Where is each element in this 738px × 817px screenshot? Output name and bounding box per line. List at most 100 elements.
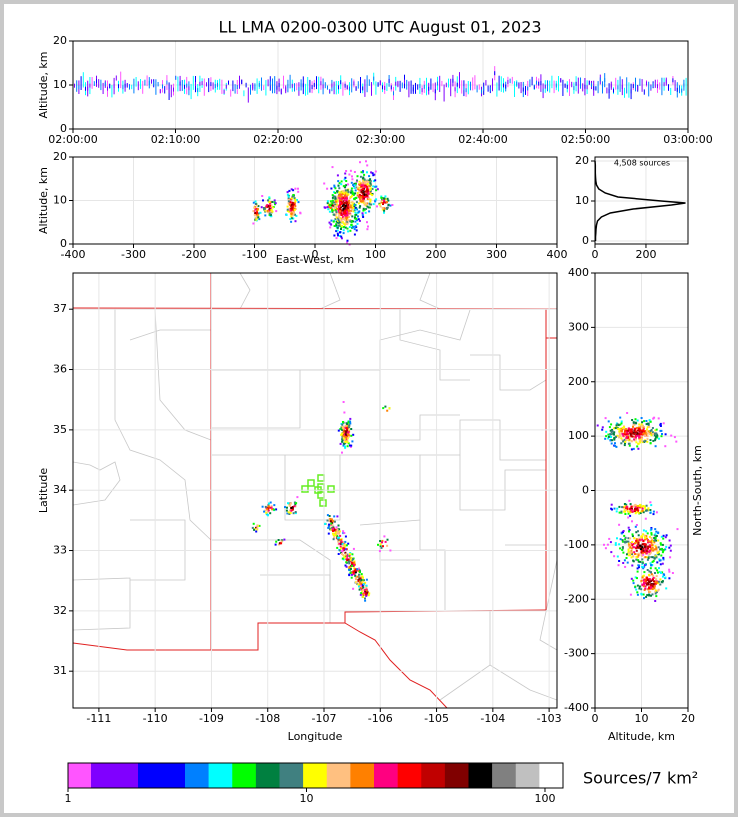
density-cell xyxy=(365,208,367,210)
density-cell xyxy=(637,429,639,432)
density-cell xyxy=(372,180,375,183)
density-cell xyxy=(316,76,317,90)
density-cell xyxy=(274,543,277,546)
density-cell xyxy=(355,197,357,199)
density-cell xyxy=(354,211,357,214)
density-cell xyxy=(349,568,352,570)
density-cell xyxy=(421,88,423,93)
density-cell xyxy=(345,432,348,435)
density-cell xyxy=(354,189,357,192)
density-cell xyxy=(478,84,480,90)
density-cell xyxy=(256,209,259,212)
density-cell xyxy=(344,172,347,175)
density-cell xyxy=(639,424,642,427)
density-cell xyxy=(632,447,635,450)
density-cell xyxy=(618,436,621,439)
density-cell xyxy=(385,207,388,209)
density-cell xyxy=(378,550,381,553)
density-cell xyxy=(334,208,337,211)
density-cell xyxy=(638,437,641,440)
density-cell xyxy=(296,82,298,91)
density-cell xyxy=(291,202,294,205)
density-cell xyxy=(350,556,353,559)
density-cell xyxy=(634,506,637,509)
density-cell xyxy=(345,206,348,209)
density-cell xyxy=(383,199,385,202)
density-cell xyxy=(650,429,653,431)
density-cell xyxy=(362,86,364,91)
density-cell xyxy=(352,184,355,186)
density-cell xyxy=(203,78,205,96)
density-cell xyxy=(642,552,645,555)
density-cell xyxy=(646,558,649,561)
density-cell xyxy=(221,79,223,94)
density-cell xyxy=(270,505,273,508)
density-cell xyxy=(294,220,297,223)
density-cell xyxy=(367,206,370,209)
density-cell xyxy=(339,442,342,445)
density-cell xyxy=(623,444,626,447)
density-cell xyxy=(642,511,645,514)
density-cell xyxy=(649,509,652,511)
density-cell xyxy=(639,438,642,441)
density-cell xyxy=(272,78,273,94)
density-cell xyxy=(613,507,616,510)
density-cell xyxy=(638,430,641,433)
density-cell xyxy=(659,583,662,586)
density-cell xyxy=(339,207,341,210)
density-cell xyxy=(344,535,347,538)
density-cell xyxy=(354,208,357,211)
density-cell xyxy=(657,539,660,542)
density-cell xyxy=(297,187,299,190)
density-cell xyxy=(668,84,669,91)
density-cell xyxy=(639,78,641,86)
density-cell xyxy=(107,86,108,91)
density-cell xyxy=(652,82,654,87)
density-cell xyxy=(369,182,372,185)
density-cell xyxy=(609,541,612,544)
density-cell xyxy=(617,85,619,90)
density-cell xyxy=(646,428,648,431)
density-cell xyxy=(373,173,376,176)
density-cell xyxy=(641,430,644,433)
x-tick-label: -100 xyxy=(242,248,267,261)
density-cell xyxy=(640,592,643,595)
colorbar-segment xyxy=(138,763,186,788)
density-cell xyxy=(260,206,263,209)
density-cell xyxy=(345,184,348,187)
density-cell xyxy=(653,541,656,544)
density-cell xyxy=(326,202,329,205)
density-cell xyxy=(461,80,463,94)
density-cell xyxy=(655,539,658,542)
density-cell xyxy=(381,539,384,542)
density-cell xyxy=(379,545,382,548)
density-cell xyxy=(629,551,632,554)
density-cell xyxy=(275,210,278,213)
density-cell xyxy=(287,511,290,514)
density-cell xyxy=(353,563,356,566)
density-cell xyxy=(384,201,387,204)
density-cell xyxy=(651,593,654,596)
density-cell xyxy=(607,433,610,436)
density-cell xyxy=(225,84,227,89)
density-cell xyxy=(542,88,544,93)
density-cell xyxy=(632,546,635,549)
density-cell xyxy=(347,209,350,212)
density-cell xyxy=(671,572,674,574)
density-cell xyxy=(354,571,357,574)
density-cell xyxy=(665,545,668,548)
density-cell xyxy=(267,205,270,208)
density-cell xyxy=(617,564,620,567)
density-cell xyxy=(625,430,628,432)
density-cell xyxy=(328,519,331,522)
density-cell xyxy=(595,86,597,91)
density-cell xyxy=(384,85,386,90)
density-cell xyxy=(606,543,609,546)
density-cell xyxy=(359,584,362,587)
density-cell xyxy=(646,594,649,597)
density-cell xyxy=(623,429,626,432)
density-cell xyxy=(357,215,359,218)
density-cell xyxy=(268,201,271,204)
density-cell xyxy=(102,82,104,94)
density-cell xyxy=(366,228,369,231)
